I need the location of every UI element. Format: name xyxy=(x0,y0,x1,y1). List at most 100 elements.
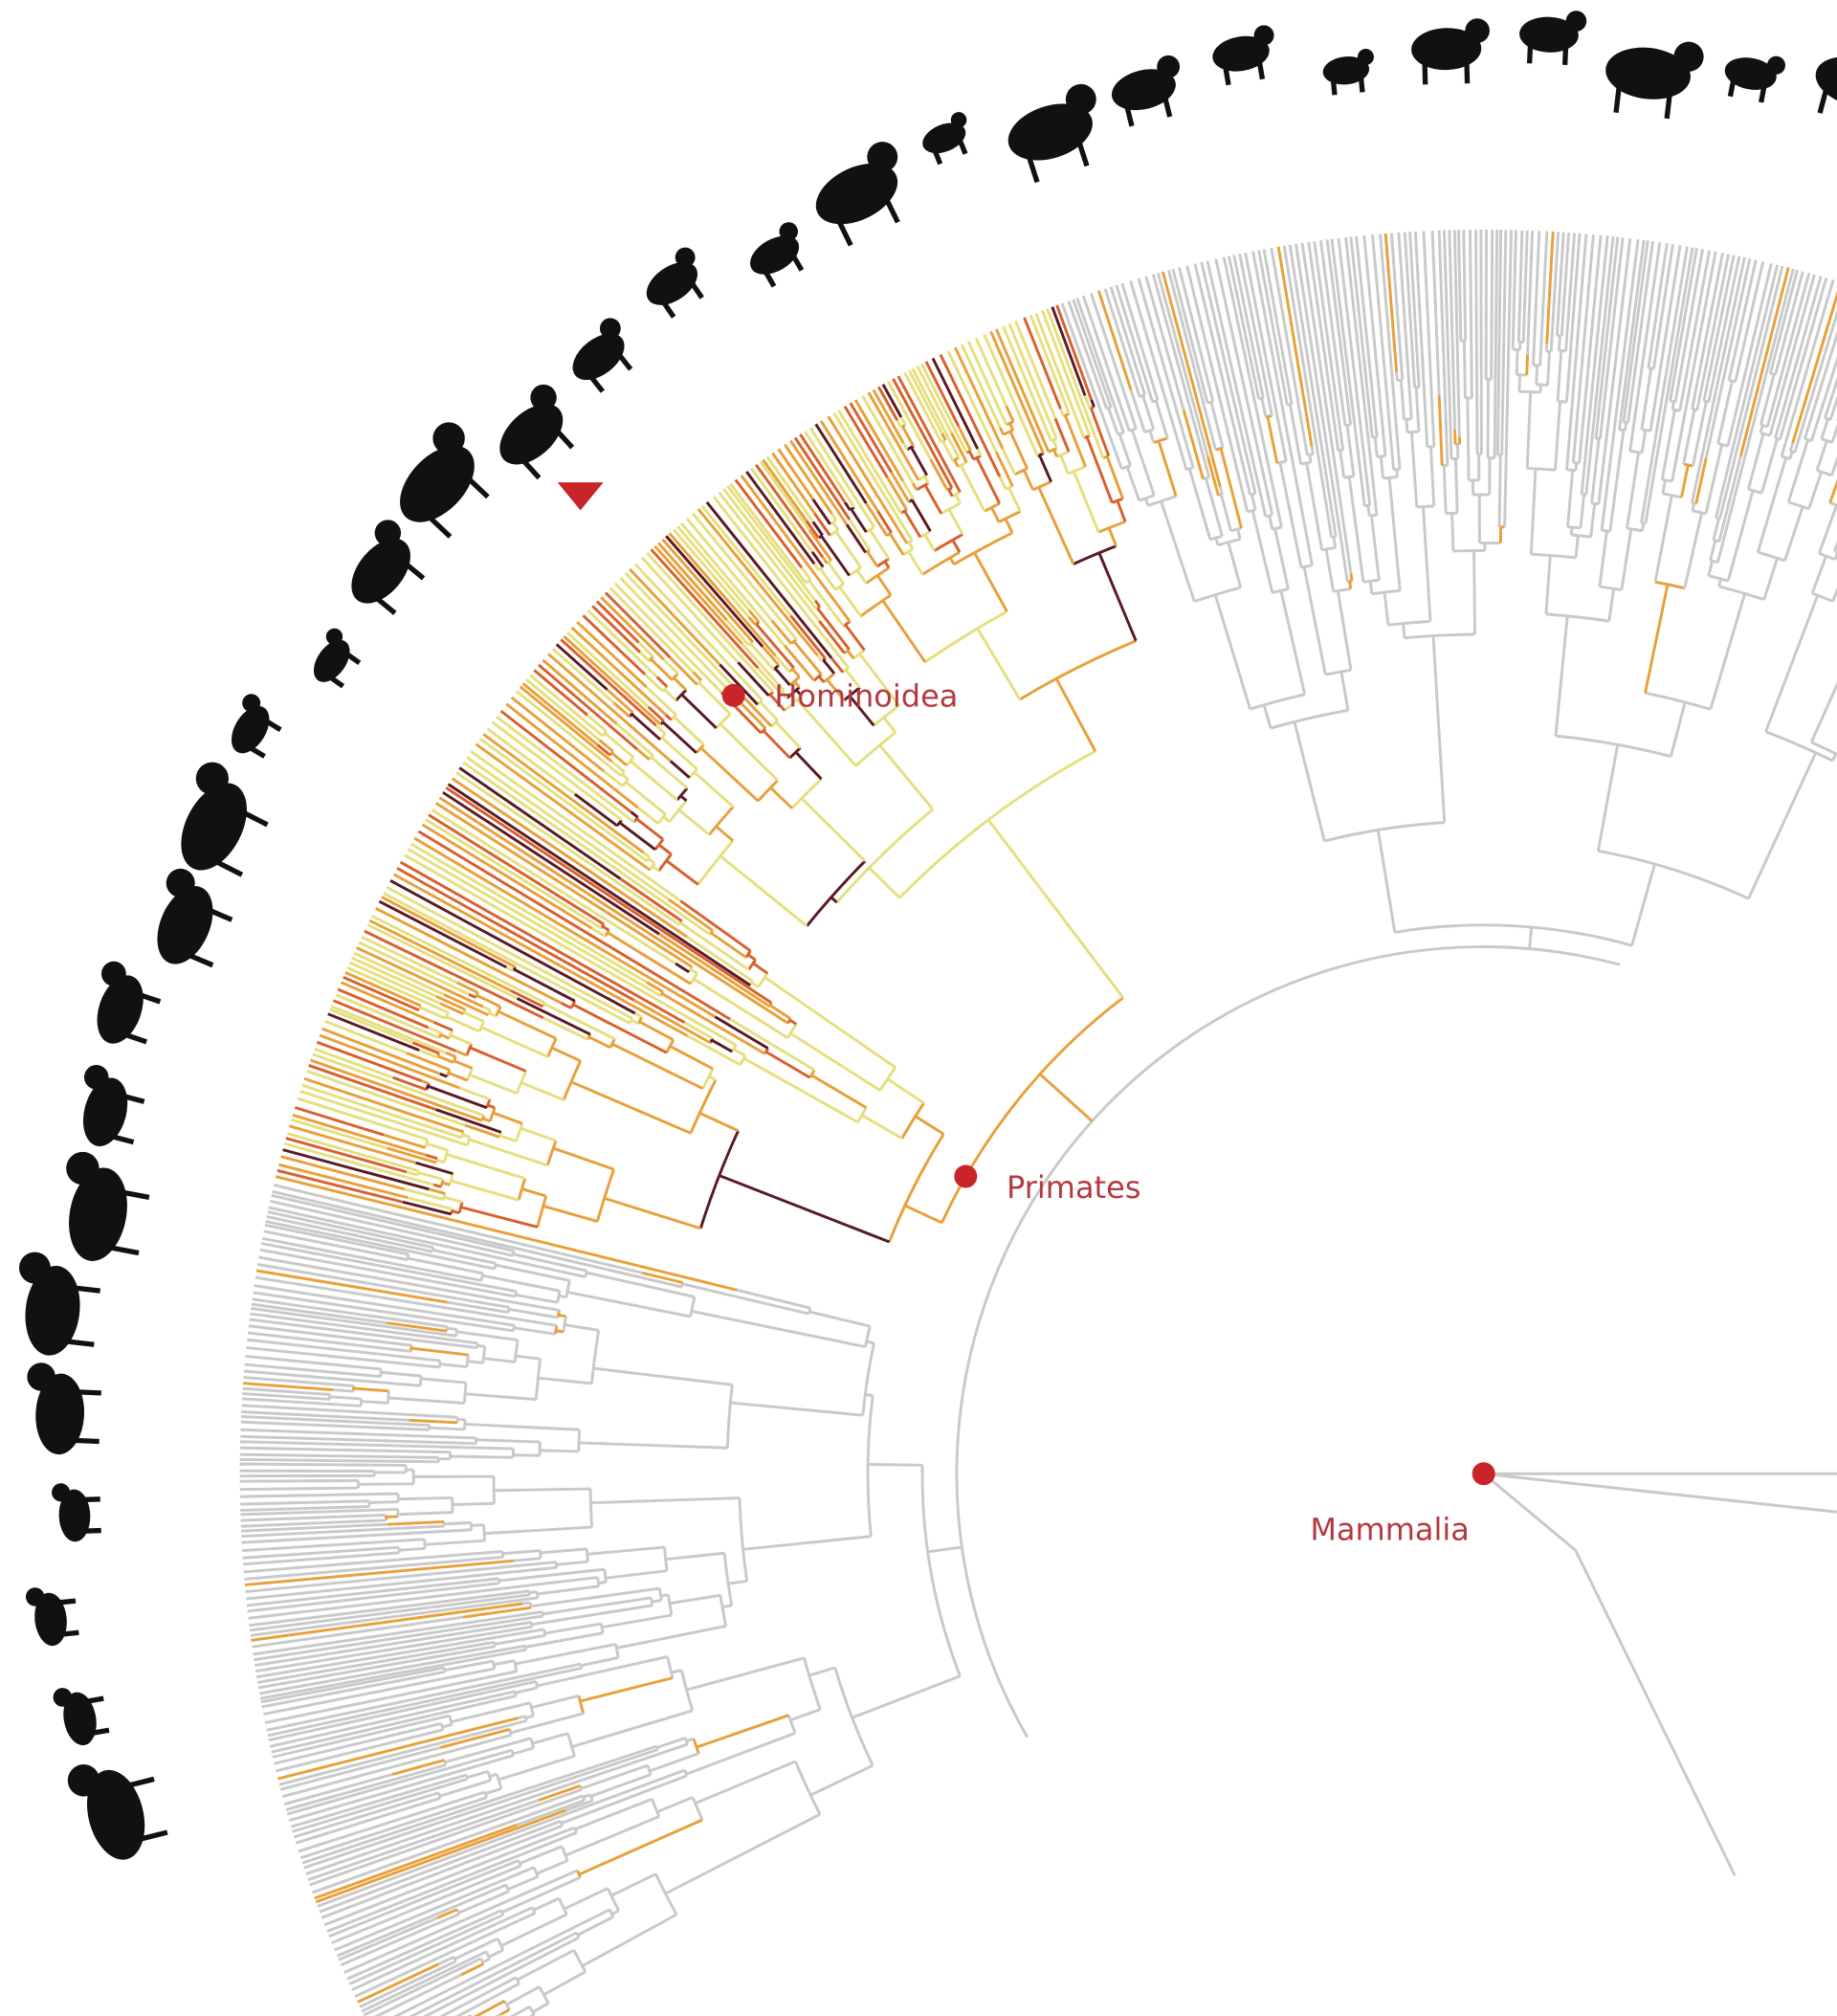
branch xyxy=(1257,250,1284,376)
branch xyxy=(409,1319,448,1329)
branch xyxy=(364,1338,412,1347)
branch xyxy=(1227,542,1243,588)
branch xyxy=(744,949,752,959)
branch xyxy=(539,1550,542,1559)
branch xyxy=(827,415,893,519)
branch xyxy=(424,1117,465,1134)
branch xyxy=(243,1376,316,1385)
silhouette-leg xyxy=(135,1829,168,1843)
branch xyxy=(760,727,767,735)
branch xyxy=(941,432,947,441)
branch xyxy=(889,516,909,544)
branch xyxy=(606,808,623,822)
branch xyxy=(931,357,980,450)
branch xyxy=(1392,403,1402,470)
branch xyxy=(1129,280,1186,463)
branch xyxy=(665,859,699,886)
branch xyxy=(515,1070,528,1095)
branch xyxy=(443,1195,463,1204)
branch xyxy=(1458,313,1463,342)
branch xyxy=(1556,232,1565,328)
silhouette-leg xyxy=(1162,94,1173,118)
silhouette-leg xyxy=(120,1093,145,1104)
branch xyxy=(819,567,837,591)
branch xyxy=(239,1457,427,1464)
branch xyxy=(563,634,654,719)
branch xyxy=(404,853,654,999)
branch xyxy=(538,1783,582,1802)
branch xyxy=(673,676,688,692)
branch xyxy=(1651,357,1657,369)
branch xyxy=(1244,503,1250,513)
branch xyxy=(299,1800,474,1860)
branch xyxy=(495,1263,570,1282)
branch xyxy=(1704,444,1724,515)
branch xyxy=(520,1126,557,1142)
branch xyxy=(327,1012,420,1052)
silhouette-head xyxy=(1253,25,1274,46)
branch xyxy=(976,448,983,456)
branch xyxy=(289,1124,416,1164)
branch xyxy=(564,1815,660,1857)
node-label: Primates xyxy=(1007,1169,1140,1206)
branch xyxy=(1490,230,1494,335)
silhouette-head xyxy=(1673,41,1704,72)
branch xyxy=(794,1761,822,1815)
branch xyxy=(1538,351,1542,366)
branch xyxy=(571,1936,580,1942)
branch xyxy=(366,923,519,1000)
branch xyxy=(435,1748,513,1774)
branch xyxy=(811,521,824,537)
branch xyxy=(610,1872,656,1897)
branch xyxy=(804,611,851,669)
branch xyxy=(878,477,902,515)
branch xyxy=(1579,494,1586,529)
branch xyxy=(662,658,679,676)
branch xyxy=(504,1884,511,1893)
branch xyxy=(864,1325,872,1347)
branch xyxy=(1525,354,1530,376)
branch xyxy=(1422,506,1432,622)
branch xyxy=(1072,410,1086,439)
animal-silhouette xyxy=(750,222,805,288)
branch xyxy=(578,1818,703,1876)
branch xyxy=(581,1795,587,1802)
branch xyxy=(900,423,906,429)
branch xyxy=(538,1376,592,1385)
branch xyxy=(314,1047,394,1079)
branch xyxy=(1008,431,1029,470)
branch xyxy=(493,1659,516,1667)
branch xyxy=(1404,632,1475,640)
branch xyxy=(513,1660,519,1673)
branch xyxy=(574,1797,653,1831)
branch xyxy=(655,676,669,688)
branch xyxy=(929,458,949,492)
branch xyxy=(495,1006,502,1017)
branch xyxy=(414,996,450,1014)
silhouette-leg xyxy=(1759,83,1767,103)
silhouette-body xyxy=(922,122,966,154)
branch xyxy=(265,1220,454,1262)
branch xyxy=(497,1321,515,1327)
branch xyxy=(771,452,816,515)
branch xyxy=(1683,512,1704,589)
branch xyxy=(340,981,434,1024)
branch xyxy=(872,388,905,444)
branch xyxy=(477,1020,485,1032)
node-label: Hominoidea xyxy=(774,677,958,714)
branch xyxy=(406,1332,478,1345)
branch xyxy=(528,2005,536,2016)
silhouette-leg xyxy=(90,1727,110,1737)
branch xyxy=(436,1666,445,1671)
branch xyxy=(240,1505,363,1512)
branch xyxy=(272,1718,430,1759)
branch xyxy=(1747,752,1818,899)
branch xyxy=(1715,543,1724,564)
branch xyxy=(747,959,757,971)
branch xyxy=(965,449,972,454)
branch xyxy=(927,1545,963,1554)
branch xyxy=(435,995,467,1011)
branch xyxy=(759,460,811,531)
branch xyxy=(810,1074,868,1109)
